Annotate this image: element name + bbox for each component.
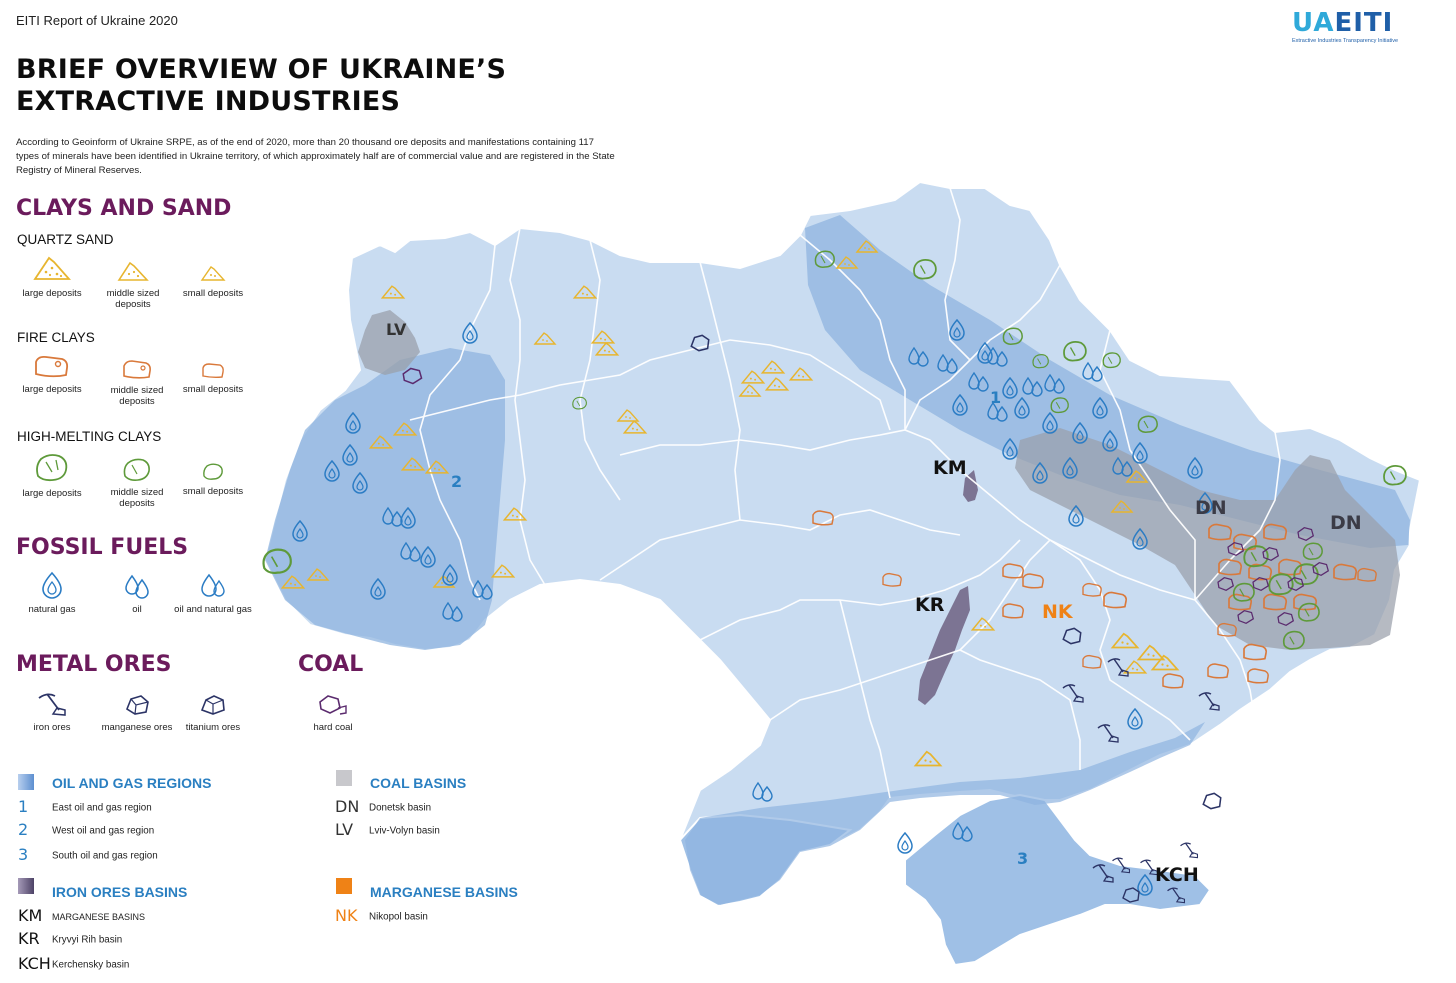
report-title: EITI Report of Ukraine 2020 bbox=[16, 13, 178, 28]
legend-titanium-ores: titanium ores bbox=[173, 692, 253, 733]
legend-hard-coal: hard coal bbox=[293, 692, 373, 733]
legend-fire-large: large deposits bbox=[12, 350, 92, 395]
titanium-ore-icon bbox=[200, 695, 225, 715]
manganese-basin-swatch bbox=[336, 878, 352, 894]
fire-clay-large-icon bbox=[35, 355, 69, 378]
natural-gas-icon bbox=[42, 571, 62, 599]
manganese-basin-row: NK Nikopol basin bbox=[335, 906, 428, 925]
kremenchuk-iron-basin bbox=[963, 470, 978, 502]
quartz-sand-large-icon bbox=[33, 256, 71, 280]
map-label-km: KM bbox=[933, 457, 967, 479]
high-melting-clay-small-icon bbox=[203, 463, 223, 480]
map-label-kch: KCH bbox=[1155, 864, 1199, 886]
fossil-fuels-heading: FOSSIL FUELS bbox=[16, 535, 189, 560]
west-oil-gas-region bbox=[265, 348, 505, 650]
manganese-ore-icon bbox=[126, 695, 149, 715]
pickaxe-iron-ore-icon bbox=[38, 693, 66, 716]
iron-basin-swatch bbox=[18, 878, 34, 894]
oil-drop-icon bbox=[125, 574, 149, 599]
coal-heading: COAL bbox=[298, 652, 364, 677]
legend-quartz-middle: middle sized deposits bbox=[93, 258, 173, 310]
legend-iron-ores: iron ores bbox=[12, 690, 92, 733]
map-label-kr: KR bbox=[915, 594, 945, 616]
east-oil-gas-region bbox=[805, 215, 1410, 548]
high-melting-clays-title: HIGH-MELTING CLAYS bbox=[17, 429, 162, 444]
legend-high-large: large deposits bbox=[12, 450, 92, 499]
page-title: BRIEF OVERVIEW OF UKRAINE’S EXTRACTIVE I… bbox=[16, 54, 506, 118]
clays-sand-heading: CLAYS AND SAND bbox=[16, 196, 232, 221]
iron-basin-row: KM MARGANESE BASINS bbox=[18, 906, 146, 925]
legend-fire-middle: middle sized deposits bbox=[97, 355, 177, 407]
coal-basin-row: LV Lviv-Volyn basin bbox=[335, 820, 440, 839]
iron-basin-row: KCHKerchensky basin bbox=[18, 954, 130, 973]
title-line-2: EXTRACTIVE INDUSTRIES bbox=[16, 86, 401, 117]
legend-quartz-large: large deposits bbox=[12, 252, 92, 299]
map-label-dn-west: DN bbox=[1195, 497, 1227, 519]
legend-quartz-small: small deposits bbox=[173, 262, 253, 299]
south-oil-gas-region bbox=[685, 722, 1205, 905]
map-label-dn-east: DN bbox=[1330, 512, 1362, 534]
coal-basin-swatch bbox=[336, 770, 352, 786]
map-label-lv: LV bbox=[386, 320, 407, 339]
quartz-sand-middle-icon bbox=[117, 261, 149, 281]
kryvyi-rih-iron-basin bbox=[918, 586, 970, 705]
oil-gas-region-row: 2 West oil and gas region bbox=[18, 820, 155, 839]
quartz-sand-title: QUARTZ SAND bbox=[17, 232, 114, 247]
fire-clay-small-icon bbox=[202, 363, 224, 379]
iron-basin-row: KR Kryvyi Rih basin bbox=[18, 929, 123, 948]
high-melting-clay-large-icon bbox=[36, 454, 68, 482]
fire-clays-title: FIRE CLAYS bbox=[17, 330, 95, 345]
map-label-region-3: 3 bbox=[1017, 849, 1029, 868]
lviv-volyn-coal-basin bbox=[358, 310, 420, 375]
quartz-sand-small-icon bbox=[200, 266, 226, 281]
oil-gas-region-swatch bbox=[18, 774, 34, 790]
oil-and-gas-icon bbox=[201, 573, 225, 597]
logo-eiti-text: EITI bbox=[1334, 8, 1394, 38]
legend-oil-gas: oil and natural gas bbox=[173, 570, 253, 615]
oblast-borders bbox=[409, 187, 1281, 799]
map-label-nk: NK bbox=[1042, 601, 1073, 623]
legend-fire-small: small deposits bbox=[173, 358, 253, 395]
oil-gas-regions-title: OIL AND GAS REGIONS bbox=[52, 775, 212, 791]
logo-ua-text: UA bbox=[1292, 8, 1335, 38]
map-label-region-1: 1 bbox=[990, 388, 1002, 407]
coal-basin-row: DN Donetsk basin bbox=[335, 797, 432, 816]
fire-clay-middle-icon bbox=[123, 360, 151, 379]
uaeiti-logo: UAEITI Extractive Industries Transparenc… bbox=[1292, 10, 1432, 46]
ukraine-map bbox=[262, 180, 1422, 965]
legend-natural-gas: natural gas bbox=[12, 570, 92, 615]
hard-coal-icon bbox=[319, 695, 347, 715]
legend-oil: oil bbox=[97, 570, 177, 615]
metal-ores-heading: METAL ORES bbox=[16, 652, 172, 677]
coal-basins-title: COAL BASINS bbox=[370, 775, 467, 791]
logo-subtitle: Extractive Industries Transparency Initi… bbox=[1292, 38, 1399, 44]
legend-manganese-ores: manganese ores bbox=[97, 692, 177, 733]
high-melting-clay-middle-icon bbox=[123, 458, 150, 481]
title-line-1: BRIEF OVERVIEW OF UKRAINE’S bbox=[16, 54, 507, 85]
legend-high-middle: middle sized deposits bbox=[97, 455, 177, 509]
oil-gas-region-row: 3 South oil and gas region bbox=[18, 845, 158, 864]
map-label-region-2: 2 bbox=[451, 472, 463, 491]
oil-gas-region-row: 1 East oil and gas region bbox=[18, 797, 152, 816]
legend-high-small: small deposits bbox=[173, 460, 253, 497]
intro-text: According to Geoinform of Ukraine SRPE, … bbox=[16, 137, 615, 176]
iron-ores-basins-title: IRON ORES BASINS bbox=[52, 884, 188, 900]
manganese-basins-title: MARGANESE BASINS bbox=[370, 884, 518, 900]
